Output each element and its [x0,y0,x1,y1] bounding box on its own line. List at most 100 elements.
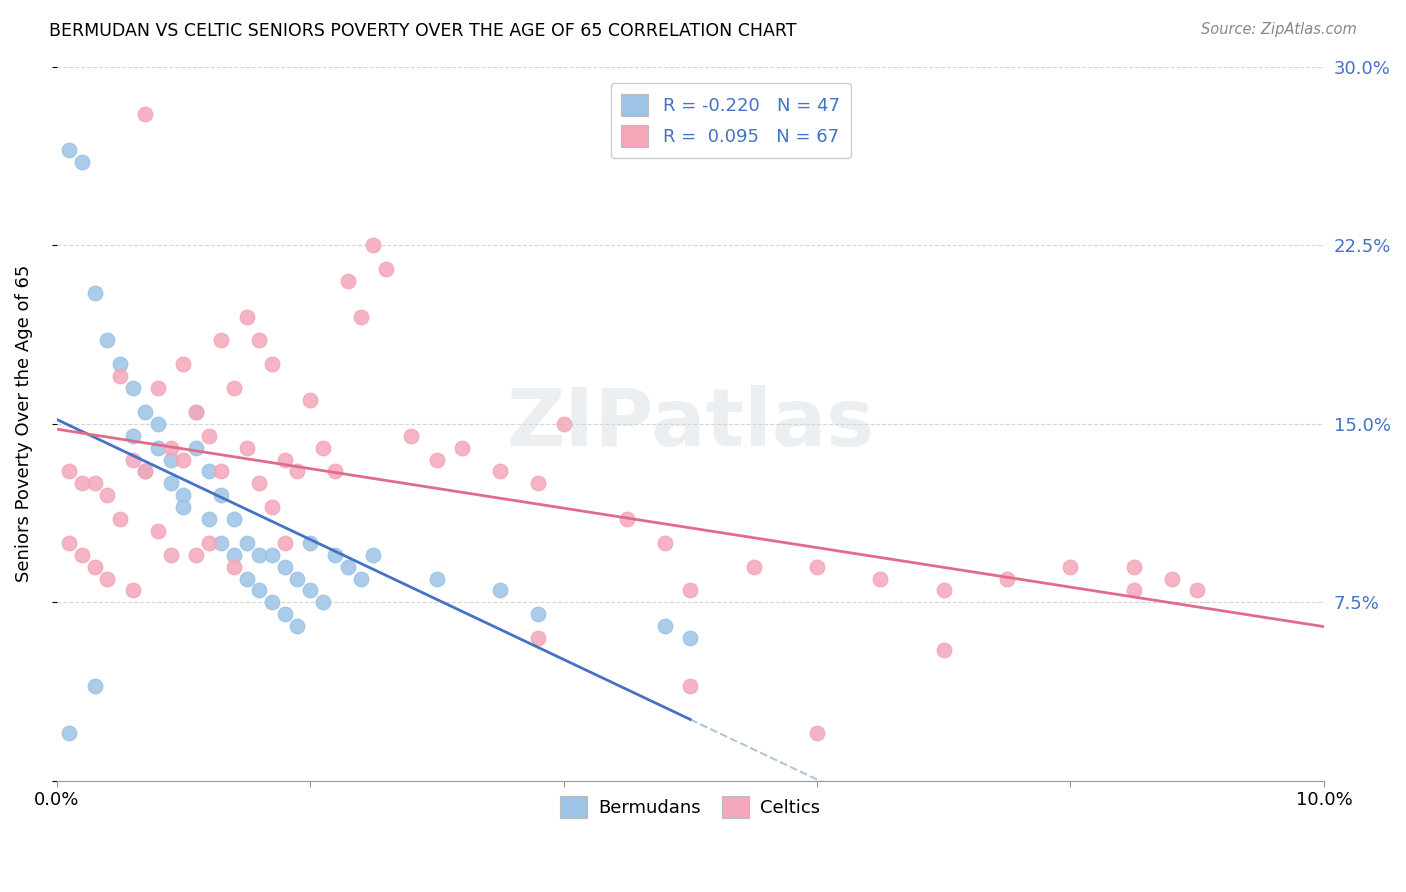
Point [70,548,93,562]
Point [209,536,232,550]
Point [527,607,550,622]
Point [159,548,181,562]
Point [159,452,181,467]
Point [121,381,143,395]
Point [184,405,207,419]
Point [96,334,118,348]
Point [197,465,219,479]
Point [260,500,283,515]
Point [159,476,181,491]
Point [654,619,676,633]
Point [70,154,93,169]
Point [426,452,449,467]
Point [134,405,156,419]
Point [235,536,257,550]
Point [1122,559,1144,574]
Point [222,512,245,526]
Point [121,452,143,467]
Point [260,357,283,371]
Point [350,310,373,324]
Point [184,441,207,455]
Point [299,392,322,407]
Point [337,274,360,288]
Point [299,536,322,550]
Point [616,512,638,526]
Point [197,512,219,526]
Point [1122,583,1144,598]
Point [159,441,181,455]
Point [108,357,131,371]
Point [679,679,702,693]
Point [58,143,80,157]
Point [489,583,512,598]
Point [108,512,131,526]
Point [742,559,765,574]
Point [932,643,955,657]
Point [260,548,283,562]
Point [83,559,105,574]
Point [83,476,105,491]
Point [96,572,118,586]
Point [222,548,245,562]
Point [375,262,398,277]
Point [287,465,309,479]
Legend: Bermudans, Celtics: Bermudans, Celtics [553,789,828,826]
Point [197,536,219,550]
Point [96,488,118,502]
Text: Source: ZipAtlas.com: Source: ZipAtlas.com [1201,22,1357,37]
Point [146,417,169,431]
Point [146,381,169,395]
Point [553,417,575,431]
Point [1160,572,1182,586]
Text: BERMUDAN VS CELTIC SENIORS POVERTY OVER THE AGE OF 65 CORRELATION CHART: BERMUDAN VS CELTIC SENIORS POVERTY OVER … [49,22,797,40]
Point [527,631,550,645]
Point [222,381,245,395]
Point [247,548,270,562]
Point [70,476,93,491]
Point [134,465,156,479]
Point [527,476,550,491]
Point [209,334,232,348]
Point [247,476,270,491]
Point [172,452,194,467]
Text: ZIPatlas: ZIPatlas [506,384,875,463]
Point [222,559,245,574]
Point [363,548,385,562]
Point [363,238,385,252]
Point [337,559,360,574]
Point [1059,559,1081,574]
Point [489,465,512,479]
Point [172,357,194,371]
Point [121,583,143,598]
Point [274,559,297,574]
Point [247,334,270,348]
Point [932,583,955,598]
Point [312,441,335,455]
Point [654,536,676,550]
Point [299,583,322,598]
Point [679,583,702,598]
Point [1185,583,1208,598]
Point [83,679,105,693]
Point [325,465,347,479]
Point [172,500,194,515]
Point [197,428,219,442]
Point [426,572,449,586]
Point [995,572,1018,586]
Point [260,595,283,609]
Point [83,285,105,300]
Point [274,536,297,550]
Point [134,107,156,121]
Point [121,428,143,442]
Point [134,465,156,479]
Point [806,726,828,740]
Point [679,631,702,645]
Point [108,369,131,384]
Point [58,726,80,740]
Point [235,441,257,455]
Point [184,548,207,562]
Point [209,488,232,502]
Point [274,607,297,622]
Point [401,428,423,442]
Point [325,548,347,562]
